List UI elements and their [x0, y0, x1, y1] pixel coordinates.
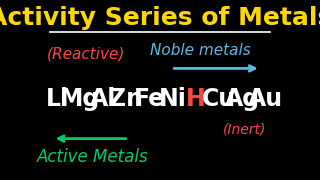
- Text: Mg: Mg: [60, 87, 100, 111]
- Text: Al: Al: [90, 87, 116, 111]
- Text: Au: Au: [248, 87, 283, 111]
- Text: Fe: Fe: [134, 87, 165, 111]
- Text: Li: Li: [45, 87, 68, 111]
- Text: Noble metals: Noble metals: [150, 43, 251, 58]
- Text: Activity Series of Metals: Activity Series of Metals: [0, 6, 320, 30]
- Text: (Inert): (Inert): [223, 123, 267, 137]
- Text: H: H: [186, 87, 206, 111]
- Text: Active Metals: Active Metals: [37, 148, 149, 166]
- Text: Ni: Ni: [159, 87, 187, 111]
- Text: (Reactive): (Reactive): [47, 46, 125, 62]
- Text: Cu: Cu: [202, 87, 236, 111]
- Text: Ag: Ag: [224, 87, 260, 111]
- Text: Zn: Zn: [109, 87, 143, 111]
